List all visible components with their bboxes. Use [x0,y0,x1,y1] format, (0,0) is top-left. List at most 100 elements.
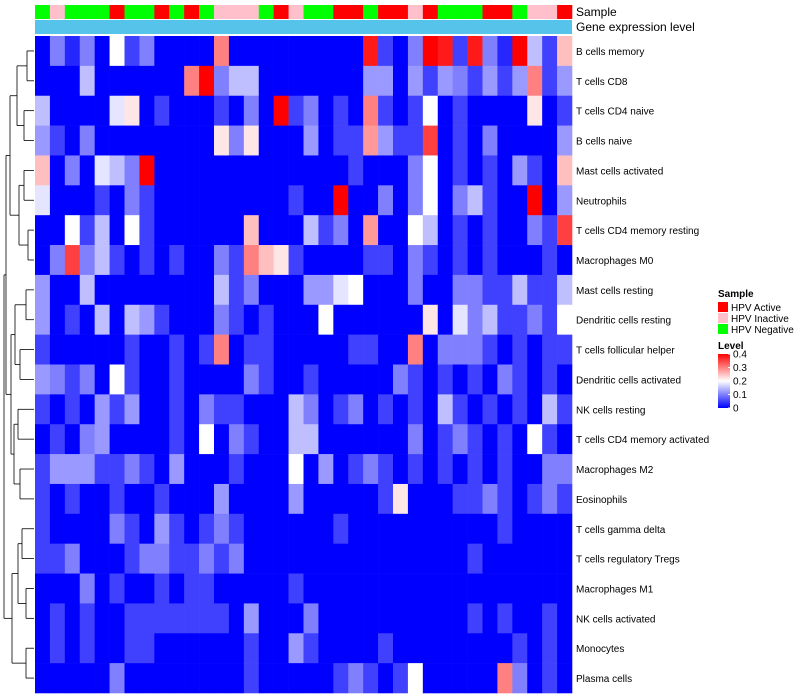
heatmap-cell [393,304,409,335]
heatmap-cell [318,424,334,455]
heatmap-cell [109,633,125,664]
heatmap-cell [437,364,453,395]
heatmap-cell [199,304,215,335]
heatmap-cell [79,573,95,604]
heatmap-cell [258,663,274,694]
heatmap-cell [512,334,528,365]
heatmap-cell [542,424,558,455]
heatmap-cell [288,155,304,186]
heatmap-cell [393,573,409,604]
heatmap-cell [348,36,364,67]
heatmap-cell [258,95,274,126]
heatmap-cell [35,125,51,156]
heatmap-cell [258,215,274,246]
row-label: NK cells activated [576,614,655,625]
heatmap-cell [422,573,439,604]
heatmap-cell [378,95,394,126]
sample-annotation-cell [214,5,230,19]
heatmap-cell [452,663,468,694]
heatmap-cell [407,364,424,395]
heatmap-cell [199,454,215,485]
heatmap-cell [542,215,558,246]
heatmap-cell [35,95,51,126]
heatmap-cell [333,36,349,67]
heatmap-cell [288,245,304,276]
heatmap-cell [214,274,230,306]
heatmap-cell [154,95,170,126]
heatmap-cell [273,633,289,664]
heatmap-cell [303,394,319,425]
heatmap-cell [497,394,513,425]
sample-annotation-bar [35,5,573,19]
heatmap-cell [139,304,155,335]
heatmap-cell [527,215,543,246]
sample-annotation-cell [169,5,185,19]
heatmap-cell [422,36,439,67]
heatmap-cell [512,185,528,216]
heatmap-cell [333,573,349,604]
heatmap-cell [348,125,364,156]
sample-annotation-cell [199,5,215,19]
heatmap-cell [139,185,155,216]
heatmap-cell [64,95,81,126]
heatmap-cell [527,364,543,395]
heatmap-cell [407,125,424,156]
heatmap-cell [303,424,319,455]
heatmap-cell [542,185,558,216]
heatmap-cell [467,304,483,335]
heatmap-cell [512,633,528,664]
heatmap-cell [452,125,468,156]
heatmap-cell [542,36,558,67]
heatmap-cell [422,215,439,246]
heatmap-cell [154,65,170,97]
heatmap-cell [49,394,66,425]
heatmap-cell [228,215,245,246]
heatmap-cell [467,185,483,216]
heatmap-cell [497,334,513,365]
heatmap-cell [318,65,334,97]
heatmap-cell [184,513,200,544]
heatmap-cell [243,36,260,67]
heatmap-cell [393,215,409,246]
heatmap-cell [452,185,468,216]
heatmap-cell [527,95,543,126]
heatmap-cell [303,155,319,186]
heatmap-cell [467,95,483,126]
heatmap-cell [542,603,558,634]
heatmap-cell [318,543,334,574]
heatmap-cell [422,304,439,335]
heatmap-cell [214,663,230,694]
heatmap-cell [407,304,424,335]
heatmap-cell [273,513,289,544]
heatmap-cell [378,633,394,664]
heatmap-cell [542,663,558,694]
heatmap-cell [258,454,274,485]
heatmap-cell [557,483,573,515]
row-label: Dendritic cells activated [576,375,681,386]
heatmap-cell [273,603,289,634]
heatmap-cell [348,513,364,544]
heatmap-cell [497,573,513,604]
heatmap-cell [109,603,125,634]
heatmap-cell [467,663,483,694]
heatmap-cell [288,36,304,67]
heatmap-cell [94,513,110,544]
heatmap-cell [35,424,51,455]
sample-annotation-cell [527,5,543,19]
heatmap-cell [243,394,260,425]
heatmap-cell [258,573,274,604]
heatmap-cell [228,513,245,544]
heatmap-cell [497,454,513,485]
heatmap-cell [94,95,110,126]
heatmap-cell [437,513,453,544]
heatmap-cell [109,364,125,395]
heatmap-cell [452,304,468,335]
row-label: T cells CD4 memory activated [576,435,709,446]
heatmap-cell [35,245,51,276]
heatmap-cell [184,125,200,156]
heatmap-cell [303,36,319,67]
heatmap-cell [199,95,215,126]
heatmap-cell [303,603,319,634]
heatmap-cell [273,543,289,574]
heatmap-cell [169,334,185,365]
